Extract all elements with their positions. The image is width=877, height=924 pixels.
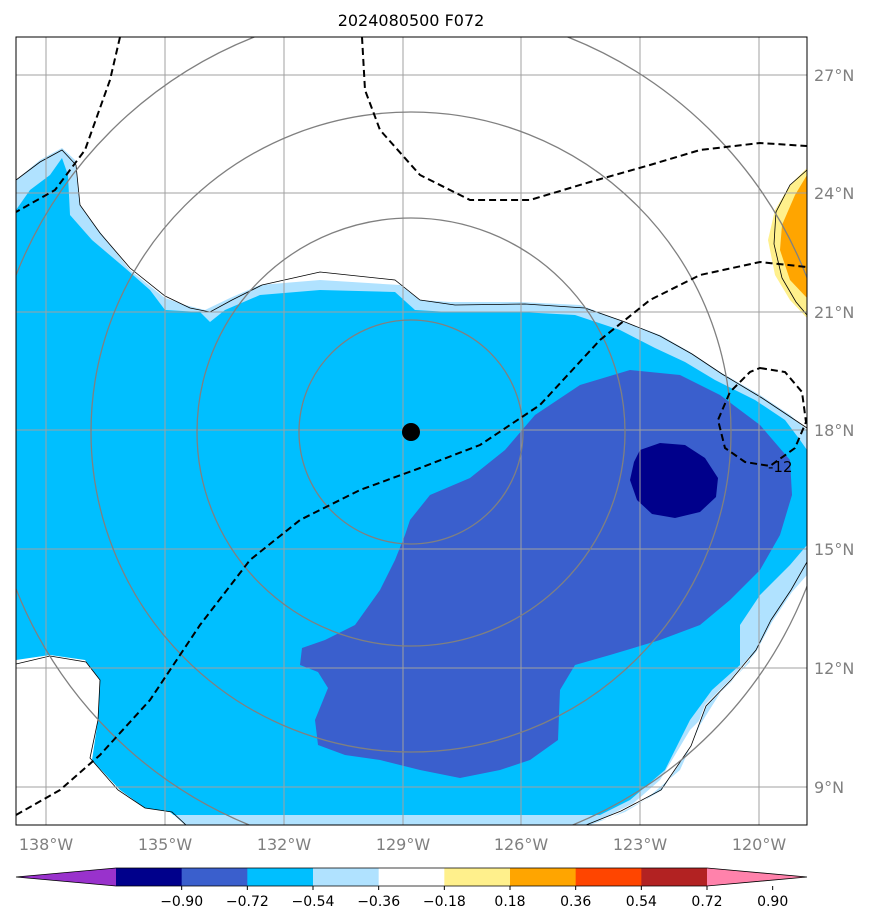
colorbar: −0.90 −0.72 −0.54 −0.36 −0.18 0.18 0.36 0.54 0.7… bbox=[15, 867, 808, 910]
lon-label-120w: 120°W bbox=[732, 835, 787, 854]
lat-label-15n: 15°N bbox=[814, 540, 854, 559]
colorbar-tick-label: 0.36 bbox=[560, 894, 591, 910]
lat-label-9n: 9°N bbox=[814, 778, 844, 797]
lon-label-138w: 138°W bbox=[19, 835, 74, 854]
coastline-north bbox=[16, 149, 807, 429]
colorbar-tick-label: 0.90 bbox=[757, 894, 788, 910]
colorbar-bin bbox=[575, 868, 642, 886]
colorbar-bin bbox=[510, 868, 577, 886]
fill-region-navy bbox=[630, 443, 718, 518]
colorbar-outline bbox=[15, 867, 808, 887]
colorbar-bin bbox=[313, 868, 380, 886]
lat-label-24n: 24°N bbox=[814, 184, 854, 203]
lat-label-12n: 12°N bbox=[814, 659, 854, 678]
contour-label: -12 bbox=[768, 458, 793, 476]
lat-label-27n: 27°N bbox=[814, 66, 854, 85]
colorbar-bin bbox=[378, 868, 445, 886]
coastline-east-island bbox=[773, 169, 807, 316]
longitude-labels: 138°W 135°W 132°W 129°W 126°W 123°W 120°… bbox=[19, 835, 787, 854]
coastline-southeast bbox=[585, 561, 807, 825]
lon-label-123w: 123°W bbox=[613, 835, 668, 854]
contour-line-north bbox=[361, 37, 807, 201]
colorbar-tick-label: 0.72 bbox=[691, 894, 722, 910]
graticule bbox=[16, 37, 807, 825]
contour-line-diagonal bbox=[16, 260, 807, 816]
land-white-southeast bbox=[590, 560, 807, 825]
lon-label-132w: 132°W bbox=[257, 835, 312, 854]
map-title: 2024080500 F072 bbox=[338, 11, 485, 30]
map-plot-area: -12 bbox=[16, 37, 807, 825]
lat-label-21n: 21°N bbox=[814, 303, 854, 322]
colorbar-bin bbox=[641, 868, 708, 886]
contour-line-closed-east bbox=[716, 366, 807, 468]
colorbar-tick-label: −0.54 bbox=[292, 894, 335, 910]
lon-label-129w: 129°W bbox=[376, 835, 431, 854]
colorbar-bin bbox=[444, 868, 511, 886]
colorbar-tick-label: 0.54 bbox=[626, 894, 657, 910]
colorbar-extend-low bbox=[16, 868, 116, 886]
colorbar-tick-label: −0.72 bbox=[226, 894, 269, 910]
plot-frame bbox=[15, 36, 808, 826]
lon-label-126w: 126°W bbox=[494, 835, 549, 854]
colorbar-tick-label: −0.90 bbox=[160, 894, 203, 910]
lon-label-135w: 135°W bbox=[138, 835, 193, 854]
range-rings bbox=[16, 37, 807, 825]
colorbar-tick-label: 0.18 bbox=[494, 894, 525, 910]
lat-label-18n: 18°N bbox=[814, 421, 854, 440]
dashed-contours bbox=[16, 37, 807, 816]
latitude-labels: 27°N 24°N 21°N 18°N 15°N 12°N 9°N bbox=[814, 66, 854, 797]
colorbar-bin bbox=[181, 868, 248, 886]
colorbar-bin bbox=[247, 868, 314, 886]
colorbar-tick-label: −0.36 bbox=[357, 894, 400, 910]
colorbar-bin bbox=[116, 868, 183, 886]
coastline-southwest bbox=[16, 655, 187, 825]
colorbar-tick-label: −0.18 bbox=[423, 894, 466, 910]
storm-center-dot bbox=[402, 423, 420, 441]
colorbar-extend-high bbox=[707, 868, 807, 886]
land-white-southwest bbox=[16, 655, 185, 825]
